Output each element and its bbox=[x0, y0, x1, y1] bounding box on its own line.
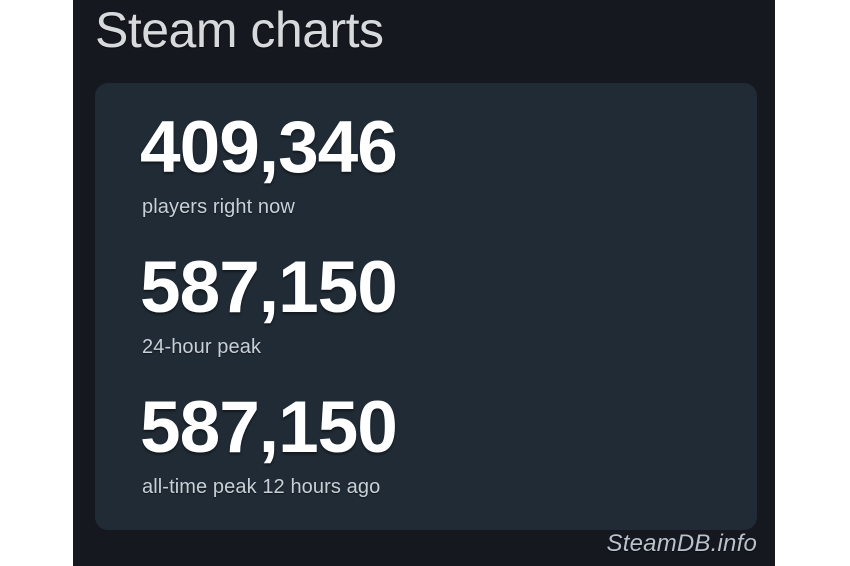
stat-value-all-time-peak: 587,150 bbox=[140, 387, 398, 468]
stat-players-right-now: 409,346 players right now bbox=[140, 107, 398, 219]
steam-charts-stats-card: 409,346 players right now 587,150 24-hou… bbox=[95, 83, 757, 530]
stat-24-hour-peak: 587,150 24-hour peak bbox=[140, 247, 398, 359]
stat-label-players-right-now: players right now bbox=[142, 196, 295, 219]
page-title: Steam charts bbox=[95, 2, 384, 58]
stat-value-players-right-now: 409,346 bbox=[140, 107, 398, 188]
steamdb-watermark: SteamDB.info bbox=[606, 530, 757, 557]
stat-label-all-time-peak: all-time peak 12 hours ago bbox=[142, 476, 381, 499]
stat-all-time-peak: 587,150 all-time peak 12 hours ago bbox=[140, 387, 398, 499]
steam-charts-page: Steam charts 409,346 players right now 5… bbox=[73, 0, 775, 566]
stat-value-24-hour-peak: 587,150 bbox=[140, 247, 398, 328]
stat-label-24-hour-peak: 24-hour peak bbox=[142, 336, 262, 359]
